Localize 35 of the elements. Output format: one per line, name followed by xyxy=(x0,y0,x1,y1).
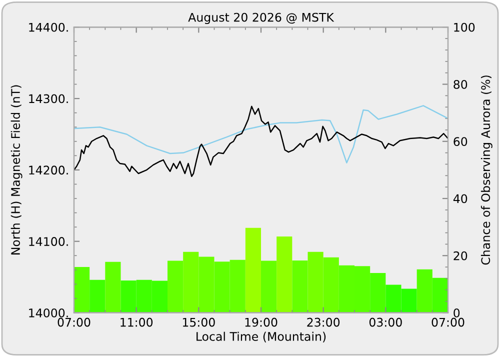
line-series xyxy=(74,105,448,164)
x-tick-label: 23:00 xyxy=(307,318,340,327)
y2-tick-label: 80 xyxy=(454,80,468,89)
bar xyxy=(416,269,432,313)
x-tick-label: 03:00 xyxy=(369,318,402,327)
y2-axis-title: Chance of Observing Aurora (%) xyxy=(480,76,492,265)
x-tick-label: 07:00 xyxy=(58,318,90,327)
chart-title: August 20 2026 @ MSTK xyxy=(188,12,334,24)
bar xyxy=(245,228,261,313)
bar xyxy=(292,260,308,313)
y-tick-label: 14100. xyxy=(29,237,68,246)
y2-tick-label: 0 xyxy=(454,308,460,318)
bar xyxy=(261,260,277,313)
y-axis-title: North (H) Magnetic Field (nT) xyxy=(10,85,22,254)
y2-tick-label: 20 xyxy=(454,251,468,260)
bar xyxy=(105,262,121,313)
bar xyxy=(168,260,184,313)
bar xyxy=(74,267,90,313)
bar xyxy=(276,236,292,313)
y2-tick-label: 60 xyxy=(454,137,468,146)
bar xyxy=(432,278,448,313)
y-tick-label: 14300. xyxy=(29,94,68,104)
x-axis-title: Local Time (Mountain) xyxy=(196,332,326,342)
y-tick-label: 14200. xyxy=(29,166,68,175)
bar xyxy=(90,280,106,313)
x-tick-label: 15:00 xyxy=(182,318,215,327)
line-series xyxy=(74,106,448,177)
y-tick-label: 14000. xyxy=(29,308,68,318)
y2-tick-label: 40 xyxy=(453,194,468,204)
x-tick-label: 19:00 xyxy=(245,318,278,327)
y-tick-label: 14400. xyxy=(29,22,68,32)
y2-tick-label: 100 xyxy=(454,22,475,32)
x-tick-label: 07:00 xyxy=(432,318,464,327)
x-tick-label: 11:00 xyxy=(120,318,153,327)
bar xyxy=(370,273,386,313)
